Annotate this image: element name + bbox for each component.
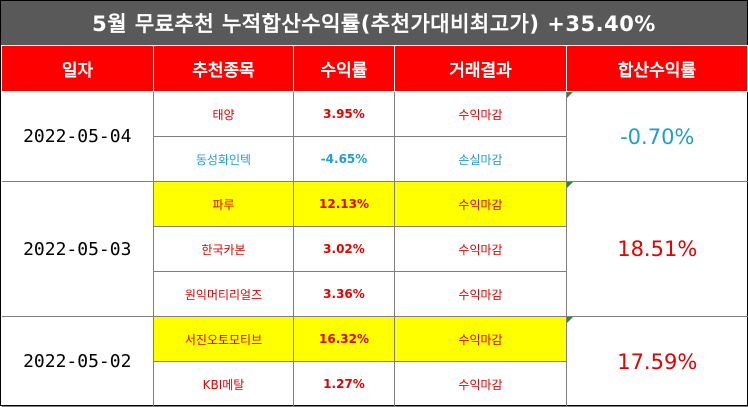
return-value: 3.95% xyxy=(293,91,395,137)
stock-name: 동성화인텍 xyxy=(153,136,294,182)
trade-result: 수익마감 xyxy=(394,361,567,407)
table-row: 원익머티리얼즈 3.36% 수익마감 xyxy=(2,271,748,317)
header-date: 일자 xyxy=(1,45,154,92)
return-value: -4.65% xyxy=(293,136,395,182)
date-cell: 2022-05-03 xyxy=(1,181,154,317)
table-row: KBI메탈 1.27% 수익마감 xyxy=(2,361,748,407)
page-title: 5월 무료추천 누적합산수익률(추천가대비최고가) +35.40% xyxy=(1,1,747,45)
return-value: 12.13% xyxy=(293,181,395,227)
stock-name: 한국카본 xyxy=(153,226,294,272)
table-row: 2022-05-03 파루 12.13% 수익마감 18.51% xyxy=(1,181,748,317)
total-return-value: -0.70% xyxy=(620,124,695,149)
header-total-return: 합산수익률 xyxy=(566,45,748,92)
header-row: 일자 추천종목 수익률 거래결과 합산수익률 xyxy=(1,45,748,92)
return-value: 1.27% xyxy=(293,361,395,407)
total-return: -0.70% xyxy=(566,91,748,182)
header-stock: 추천종목 xyxy=(153,45,294,92)
stock-name: KBI메탈 xyxy=(153,361,294,407)
trade-result: 손실마감 xyxy=(394,136,567,182)
table-row: 2022-05-02 서진오토모티브 16.32% 수익마감 17.59% xyxy=(1,316,748,407)
stock-name: 태양 xyxy=(153,91,294,137)
return-value: 16.32% xyxy=(293,316,395,362)
trade-result: 수익마감 xyxy=(394,91,567,137)
trade-result: 수익마감 xyxy=(394,271,567,317)
cell-marker xyxy=(567,92,573,98)
total-return: 17.59% xyxy=(566,316,748,407)
total-return-value: 18.51% xyxy=(617,237,698,261)
recommendation-table: 일자 추천종목 수익률 거래결과 합산수익률 2022-05-04 태양 3.9… xyxy=(1,45,748,407)
total-return: 18.51% xyxy=(566,181,748,317)
table-row: 한국카본 3.02% 수익마감 xyxy=(2,226,748,272)
stock-name: 원익머티리얼즈 xyxy=(153,271,294,317)
date-cell: 2022-05-04 xyxy=(1,91,154,182)
header-return: 수익률 xyxy=(293,45,395,92)
stock-name: 서진오토모티브 xyxy=(153,316,294,362)
cell-marker xyxy=(567,317,573,323)
header-result: 거래결과 xyxy=(394,45,567,92)
cell-marker xyxy=(567,182,573,188)
stock-name: 파루 xyxy=(153,181,294,227)
table-row: 2022-05-04 태양 3.95% 수익마감 -0.70% xyxy=(1,91,748,182)
trade-result: 수익마감 xyxy=(394,226,567,272)
trade-result: 수익마감 xyxy=(394,181,567,227)
return-value: 3.02% xyxy=(293,226,395,272)
date-cell: 2022-05-02 xyxy=(1,316,154,407)
total-return-value: 17.59% xyxy=(617,349,698,374)
return-value: 3.36% xyxy=(293,271,395,317)
trade-result: 수익마감 xyxy=(394,316,567,362)
